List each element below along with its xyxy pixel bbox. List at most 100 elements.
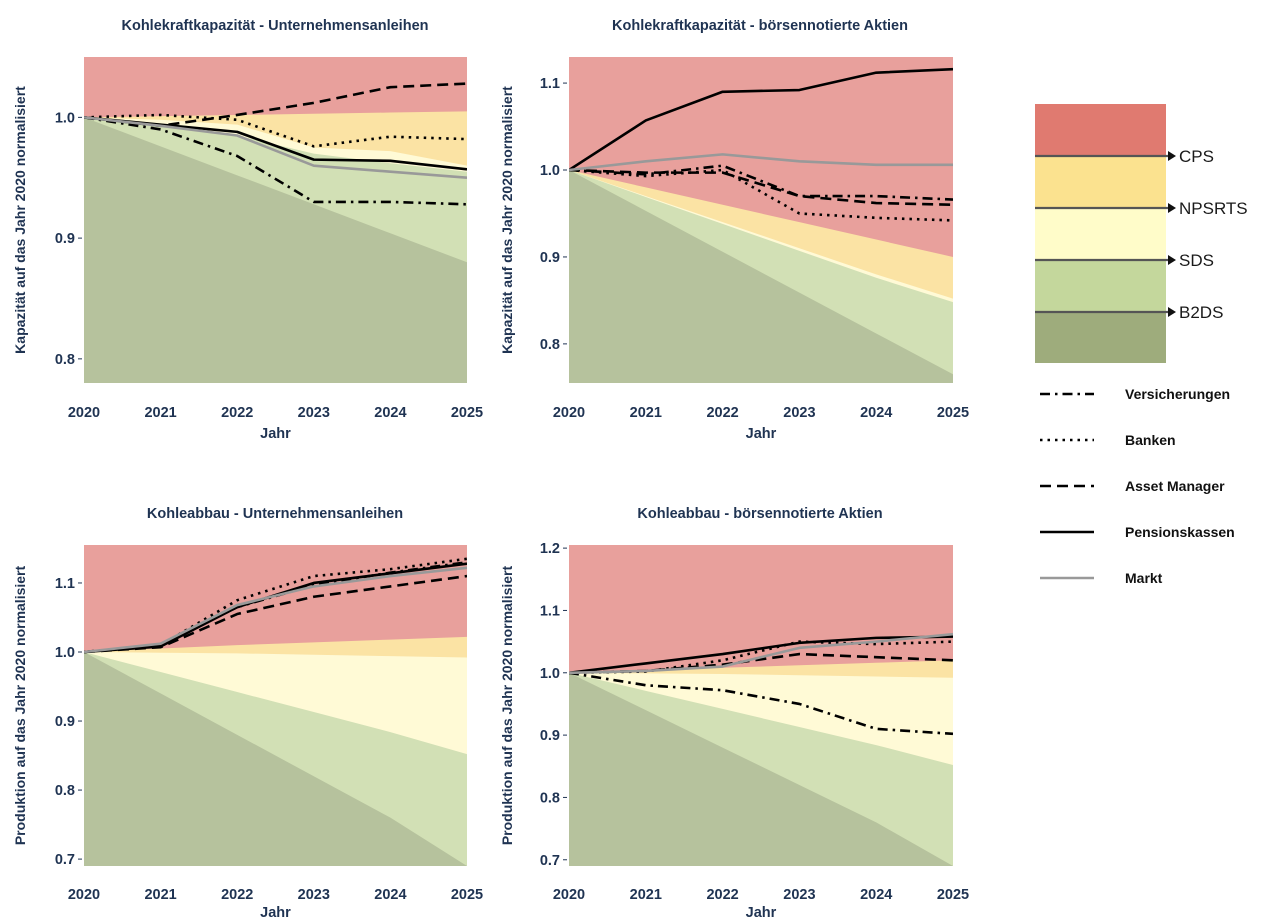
plot-area bbox=[569, 57, 953, 383]
y-tick-label: 0.9 bbox=[55, 231, 75, 247]
arrow-icon bbox=[1168, 255, 1176, 265]
x-tick-label: 2024 bbox=[374, 405, 406, 421]
x-axis-title: Jahr bbox=[260, 905, 291, 920]
plot-area bbox=[569, 545, 953, 866]
x-tick-label: 2023 bbox=[298, 405, 330, 421]
legend-swatch-npsrts bbox=[1035, 156, 1166, 208]
y-tick-label: 1.1 bbox=[540, 603, 560, 619]
series-line-versicherungen bbox=[569, 164, 953, 201]
y-tick-label: 1.2 bbox=[540, 541, 560, 557]
series-line-versicherungen bbox=[84, 116, 467, 206]
y-axis-title: Kapazität auf das Jahr 2020 normalisiert bbox=[499, 86, 515, 354]
series-line-markt bbox=[84, 566, 467, 654]
x-tick-label: 2025 bbox=[937, 405, 969, 421]
x-tick-label: 2023 bbox=[298, 887, 330, 903]
chart-title: Kohlekraftkapazität - Unternehmensanleih… bbox=[122, 18, 429, 34]
series-line-markt bbox=[569, 632, 953, 675]
legend-series-label: Markt bbox=[1125, 570, 1163, 586]
y-tick-label: 0.7 bbox=[540, 853, 560, 869]
series-line-banken bbox=[569, 640, 953, 675]
x-tick-label: 2022 bbox=[706, 887, 738, 903]
chart-title: Kohleabbau - börsennotierte Aktien bbox=[637, 506, 882, 522]
y-tick-label: 0.8 bbox=[55, 783, 75, 799]
series-line-pensionskassen bbox=[569, 635, 953, 675]
chart-panel-3: Kohleabbau - Unternehmensanleihen 0.7 0.8 0… bbox=[12, 506, 483, 920]
series-line-banken bbox=[84, 113, 467, 148]
x-tick-label: 2025 bbox=[451, 405, 483, 421]
y-tick-label: 0.8 bbox=[540, 790, 560, 806]
y-tick-label: 1.0 bbox=[540, 666, 560, 682]
chart-panel-4: Kohleabbau - börsennotierte Aktien 0.7 0.8… bbox=[499, 506, 969, 920]
x-tick-label: 2020 bbox=[68, 405, 100, 421]
legend-swatch-b2ds bbox=[1035, 260, 1166, 312]
x-tick-label: 2023 bbox=[783, 405, 815, 421]
y-tick-label: 1.0 bbox=[540, 163, 560, 179]
x-tick-label: 2021 bbox=[144, 887, 176, 903]
legend-swatch-cps bbox=[1035, 104, 1166, 156]
arrow-icon bbox=[1168, 307, 1176, 317]
legend-series-label: Pensionskassen bbox=[1125, 524, 1235, 540]
series-line-asset-manager bbox=[84, 82, 467, 128]
legend-scenario-label: CPS bbox=[1179, 147, 1214, 166]
legend: CPS NPSRTS SDS B2DS Versicherungen Banken Asse… bbox=[1035, 104, 1248, 586]
band-below-b2ds bbox=[84, 652, 467, 866]
chart-title: Kohleabbau - Unternehmensanleihen bbox=[147, 506, 403, 522]
chart-panel-2: Kohlekraftkapazität - börsennotierte Akt… bbox=[499, 18, 969, 442]
series-line-markt bbox=[84, 116, 467, 180]
y-tick-label: 1.0 bbox=[55, 110, 75, 126]
series-line-asset-manager bbox=[569, 168, 953, 207]
chart-title: Kohlekraftkapazität - börsennotierte Akt… bbox=[612, 18, 908, 34]
y-tick-label: 0.9 bbox=[540, 728, 560, 744]
legend-scenario-label: SDS bbox=[1179, 251, 1214, 270]
chart-panels: Kohlekraftkapazität - Unternehmensanleih… bbox=[12, 18, 969, 920]
series-line-asset-manager bbox=[569, 652, 953, 675]
arrow-icon bbox=[1168, 203, 1176, 213]
series-line-asset-manager bbox=[84, 574, 467, 654]
legend-scenario-label: B2DS bbox=[1179, 303, 1223, 322]
x-axis-title: Jahr bbox=[260, 426, 291, 442]
plot-area bbox=[84, 57, 467, 383]
arrow-icon bbox=[1168, 151, 1176, 161]
band-below-b2ds bbox=[569, 672, 953, 866]
chart-panel-1: Kohlekraftkapazität - Unternehmensanleih… bbox=[12, 18, 483, 442]
y-tick-label: 0.9 bbox=[540, 250, 560, 266]
legend-scenario-label: NPSRTS bbox=[1179, 199, 1248, 218]
x-tick-label: 2021 bbox=[144, 405, 176, 421]
x-tick-label: 2025 bbox=[937, 887, 969, 903]
series-line-banken bbox=[569, 168, 953, 222]
x-tick-label: 2025 bbox=[451, 887, 483, 903]
x-tick-label: 2022 bbox=[706, 405, 738, 421]
x-tick-label: 2023 bbox=[783, 887, 815, 903]
legend-series-label: Asset Manager bbox=[1125, 478, 1225, 494]
y-tick-label: 1.0 bbox=[55, 645, 75, 661]
x-tick-label: 2021 bbox=[630, 405, 662, 421]
x-tick-label: 2024 bbox=[374, 887, 406, 903]
y-tick-label: 1.1 bbox=[55, 576, 75, 592]
legend-series-label: Versicherungen bbox=[1125, 386, 1230, 402]
x-axis-title: Jahr bbox=[746, 426, 777, 442]
series-line-markt bbox=[569, 153, 953, 172]
band-below-b2ds bbox=[569, 170, 953, 383]
y-axis-title: Kapazität auf das Jahr 2020 normalisiert bbox=[12, 86, 28, 354]
y-tick-label: 0.8 bbox=[55, 352, 75, 368]
y-tick-label: 1.1 bbox=[540, 76, 560, 92]
x-tick-label: 2024 bbox=[860, 887, 892, 903]
y-axis-title: Produktion auf das Jahr 2020 normalisier… bbox=[499, 566, 515, 846]
legend-swatch-below-b2ds bbox=[1035, 312, 1166, 363]
x-tick-label: 2020 bbox=[68, 887, 100, 903]
legend-swatch-sds bbox=[1035, 208, 1166, 260]
x-tick-label: 2024 bbox=[860, 405, 892, 421]
series-line-pensionskassen bbox=[569, 67, 953, 172]
x-tick-label: 2022 bbox=[221, 887, 253, 903]
legend-series-label: Banken bbox=[1125, 432, 1176, 448]
y-axis-title: Produktion auf das Jahr 2020 normalisier… bbox=[12, 566, 28, 846]
y-tick-label: 0.7 bbox=[55, 852, 75, 868]
plot-area bbox=[84, 545, 467, 866]
x-tick-label: 2020 bbox=[553, 405, 585, 421]
x-axis-title: Jahr bbox=[746, 905, 777, 920]
y-tick-label: 0.8 bbox=[540, 337, 560, 353]
x-tick-label: 2021 bbox=[630, 887, 662, 903]
band-below-b2ds bbox=[84, 117, 467, 383]
x-tick-label: 2022 bbox=[221, 405, 253, 421]
